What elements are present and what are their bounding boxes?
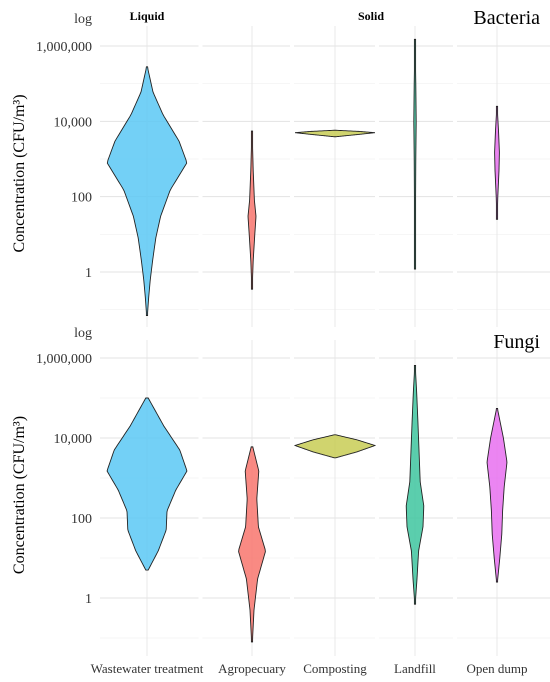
x-tick-label: Wastewater treatment: [91, 661, 204, 676]
y-tick-label: 10,000: [54, 432, 93, 447]
violin: [405, 365, 425, 605]
y-axis-title: Concentration (CFU/m³): [11, 94, 28, 252]
panel-label: Fungi: [493, 331, 540, 353]
x-tick-label: Landfill: [394, 661, 436, 676]
fungi-panel: 1 100 10,000 1,000,000 log Concentration (CFU…: [11, 326, 550, 657]
y-tick-label: 1,000,000: [36, 40, 92, 55]
violin: [106, 66, 188, 316]
y-axis-title: Concentration (CFU/m³): [11, 416, 28, 574]
y-tick-label: 100: [71, 191, 92, 206]
y-tick-label: 10,000: [54, 115, 93, 130]
violin: [106, 397, 188, 571]
y-tick-label: 100: [71, 512, 92, 527]
violin: [295, 129, 375, 138]
x-tick-label: Open dump: [466, 661, 527, 676]
panel-label: Bacteria: [473, 7, 540, 29]
y-tick-label: 1: [85, 266, 92, 281]
violin: [486, 407, 508, 583]
x-tick-label: Agropecuary: [218, 661, 286, 676]
x-axis: Wastewater treatment Agropecuary Compostin…: [91, 661, 528, 676]
x-tick-label: Composting: [303, 661, 367, 676]
violin: [238, 446, 266, 643]
log-scale-label: log: [74, 12, 92, 27]
group-label: Solid: [358, 9, 384, 23]
violin: [413, 38, 417, 270]
group-label: Liquid: [130, 9, 165, 23]
violin: [247, 130, 257, 290]
y-tick-label: 1,000,000: [36, 352, 92, 367]
log-scale-label: log: [74, 326, 92, 341]
violin: [293, 434, 377, 459]
y-tick-label: 1: [85, 592, 92, 607]
violin: [494, 105, 500, 220]
bacteria-panel: 1 100 10,000 1,000,000 log Concentration (CFU…: [11, 7, 550, 328]
